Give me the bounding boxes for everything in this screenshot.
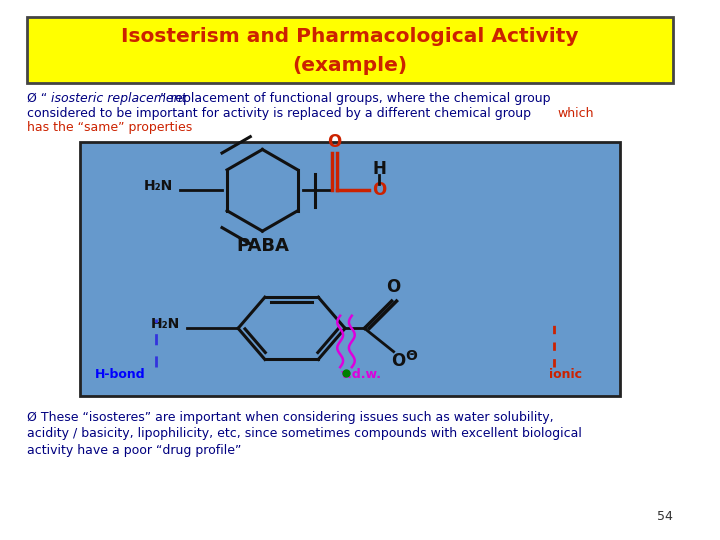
Text: which: which bbox=[558, 107, 595, 120]
Text: has the “same” properties: has the “same” properties bbox=[27, 122, 192, 134]
Text: O: O bbox=[372, 181, 386, 199]
FancyBboxPatch shape bbox=[27, 17, 672, 83]
Text: H₂N: H₂N bbox=[150, 318, 180, 332]
Text: ionic: ionic bbox=[549, 368, 582, 381]
Text: O: O bbox=[392, 353, 405, 370]
Text: activity have a poor “drug profile”: activity have a poor “drug profile” bbox=[27, 444, 242, 457]
Text: PABA: PABA bbox=[236, 237, 289, 255]
Text: H-bond: H-bond bbox=[95, 368, 146, 381]
Text: v.d.w.: v.d.w. bbox=[341, 368, 382, 381]
Text: ” replacement of functional groups, where the chemical group: ” replacement of functional groups, wher… bbox=[161, 92, 551, 105]
Text: Ø “: Ø “ bbox=[27, 92, 48, 105]
Text: H: H bbox=[372, 160, 386, 178]
Text: Isosterism and Pharmacological Activity: Isosterism and Pharmacological Activity bbox=[121, 27, 579, 46]
FancyBboxPatch shape bbox=[80, 141, 620, 396]
Text: Ø These “isosteres” are important when considering issues such as water solubili: Ø These “isosteres” are important when c… bbox=[27, 411, 554, 424]
Text: 54: 54 bbox=[657, 510, 672, 523]
Text: (example): (example) bbox=[292, 56, 408, 76]
Text: acidity / basicity, lipophilicity, etc, since sometimes compounds with excellent: acidity / basicity, lipophilicity, etc, … bbox=[27, 428, 582, 441]
Text: isosteric replacement: isosteric replacement bbox=[50, 92, 186, 105]
Text: H₂N: H₂N bbox=[144, 179, 173, 193]
Text: O: O bbox=[387, 279, 401, 296]
Text: Θ: Θ bbox=[405, 348, 417, 362]
Text: O: O bbox=[327, 133, 341, 151]
Text: considered to be important for activity is replaced by a different chemical grou: considered to be important for activity … bbox=[27, 107, 535, 120]
